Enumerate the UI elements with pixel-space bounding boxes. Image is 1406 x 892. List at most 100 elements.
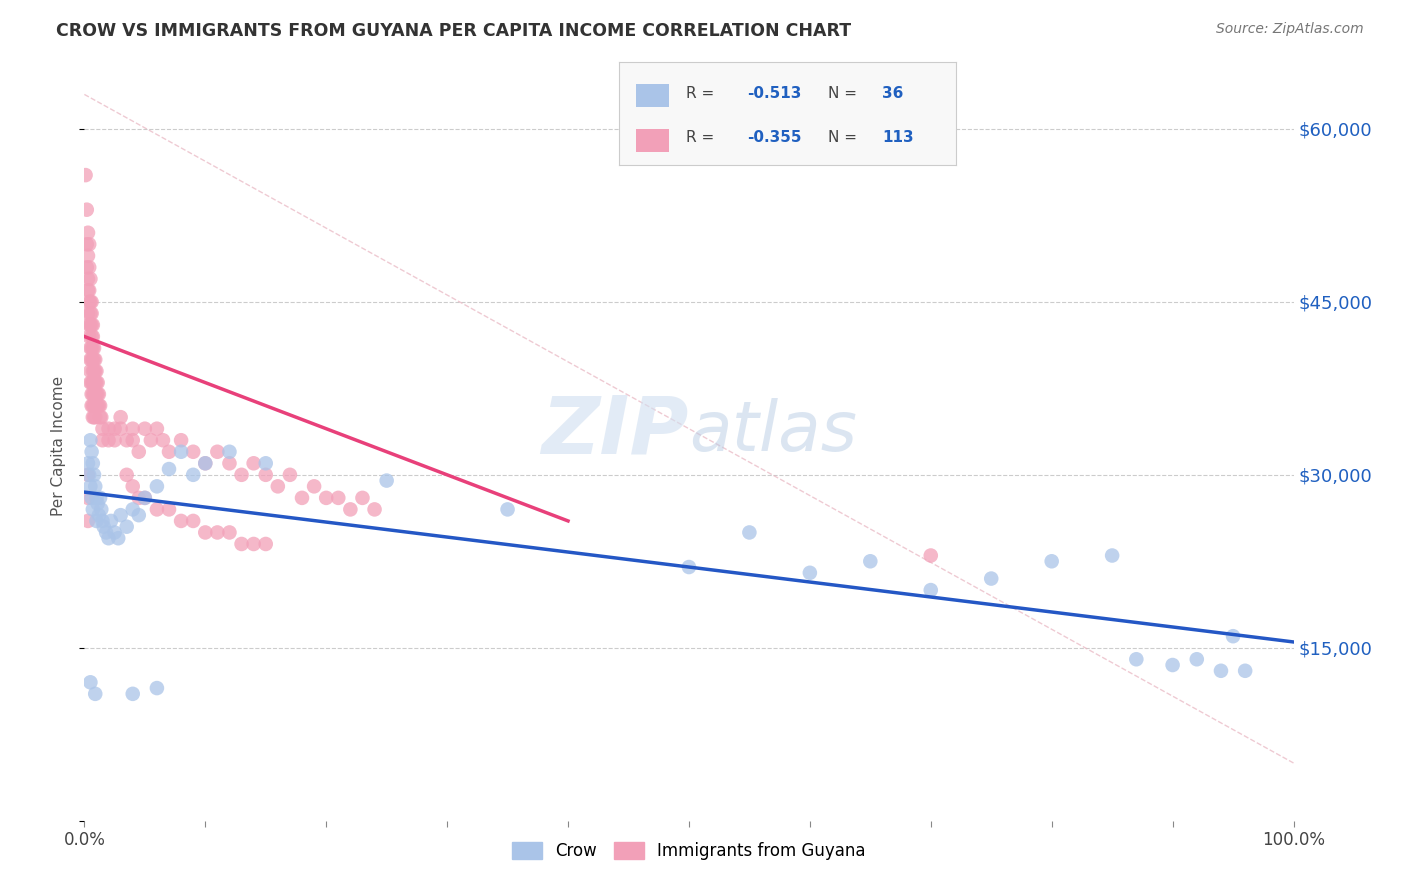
Point bbox=[82, 399, 104, 413]
Point bbox=[80, 318, 103, 332]
Point bbox=[146, 681, 169, 695]
Point bbox=[315, 491, 337, 505]
Point bbox=[128, 508, 150, 523]
Point bbox=[139, 434, 162, 448]
Point bbox=[89, 399, 111, 413]
Point bbox=[1222, 629, 1244, 643]
Text: atlas: atlas bbox=[689, 398, 856, 465]
FancyBboxPatch shape bbox=[636, 84, 669, 106]
Point bbox=[110, 422, 132, 436]
Point bbox=[678, 560, 700, 574]
Text: ZIP: ZIP bbox=[541, 392, 689, 470]
Point bbox=[84, 410, 107, 425]
Point bbox=[181, 444, 204, 458]
Point bbox=[83, 341, 105, 355]
Point bbox=[89, 410, 111, 425]
Point bbox=[134, 422, 156, 436]
Point bbox=[87, 399, 110, 413]
Point bbox=[84, 364, 107, 378]
Point bbox=[231, 467, 253, 482]
Point bbox=[1101, 549, 1123, 563]
Point bbox=[104, 434, 127, 448]
Point bbox=[82, 364, 104, 378]
Text: 36: 36 bbox=[882, 86, 903, 101]
Point bbox=[134, 491, 156, 505]
Point bbox=[170, 514, 193, 528]
FancyBboxPatch shape bbox=[636, 129, 669, 152]
Point bbox=[107, 531, 129, 545]
Point bbox=[799, 566, 821, 580]
Point bbox=[86, 387, 108, 401]
Point bbox=[77, 272, 100, 286]
Point bbox=[339, 502, 361, 516]
Point bbox=[79, 341, 101, 355]
Point bbox=[77, 237, 100, 252]
Text: R =: R = bbox=[686, 86, 714, 101]
Point bbox=[77, 249, 100, 263]
Point bbox=[170, 444, 193, 458]
Point bbox=[115, 434, 138, 448]
Point bbox=[83, 410, 105, 425]
Point bbox=[77, 467, 100, 482]
Point bbox=[375, 474, 398, 488]
Point bbox=[920, 549, 942, 563]
Point bbox=[83, 467, 105, 482]
Text: N =: N = bbox=[828, 86, 856, 101]
Point bbox=[110, 410, 132, 425]
Point bbox=[254, 467, 277, 482]
Point bbox=[89, 491, 111, 505]
Point bbox=[207, 525, 229, 540]
Point bbox=[80, 294, 103, 309]
Point bbox=[128, 491, 150, 505]
Point bbox=[97, 531, 120, 545]
Y-axis label: Per Capita Income: Per Capita Income bbox=[51, 376, 66, 516]
Point bbox=[80, 444, 103, 458]
Point bbox=[738, 525, 761, 540]
Point bbox=[170, 434, 193, 448]
Point bbox=[77, 456, 100, 470]
Point bbox=[82, 329, 104, 343]
Point bbox=[82, 456, 104, 470]
Point bbox=[79, 306, 101, 320]
Point bbox=[84, 376, 107, 390]
Point bbox=[77, 514, 100, 528]
Point bbox=[80, 341, 103, 355]
Point bbox=[80, 306, 103, 320]
Point bbox=[1209, 664, 1232, 678]
Point bbox=[1234, 664, 1257, 678]
Point bbox=[97, 422, 120, 436]
Point bbox=[231, 537, 253, 551]
Point bbox=[87, 387, 110, 401]
Point bbox=[1040, 554, 1063, 568]
Point bbox=[79, 318, 101, 332]
Point bbox=[1161, 658, 1184, 673]
Point bbox=[100, 514, 122, 528]
Point bbox=[79, 376, 101, 390]
Point bbox=[110, 508, 132, 523]
Point bbox=[218, 525, 240, 540]
Point bbox=[859, 554, 882, 568]
Point bbox=[97, 434, 120, 448]
Point bbox=[82, 410, 104, 425]
Point bbox=[79, 364, 101, 378]
Point bbox=[84, 687, 107, 701]
Point bbox=[302, 479, 325, 493]
Point bbox=[157, 502, 180, 516]
Point bbox=[83, 387, 105, 401]
Point bbox=[82, 376, 104, 390]
Point bbox=[328, 491, 350, 505]
Point bbox=[77, 260, 100, 275]
Point bbox=[157, 444, 180, 458]
Point bbox=[79, 272, 101, 286]
Point bbox=[91, 422, 114, 436]
Point bbox=[80, 387, 103, 401]
Point bbox=[87, 508, 110, 523]
Point bbox=[77, 318, 100, 332]
Point bbox=[84, 479, 107, 493]
Point bbox=[121, 687, 143, 701]
Point bbox=[84, 352, 107, 367]
Point bbox=[86, 364, 108, 378]
Point bbox=[146, 479, 169, 493]
Point bbox=[90, 502, 112, 516]
Point bbox=[76, 237, 98, 252]
